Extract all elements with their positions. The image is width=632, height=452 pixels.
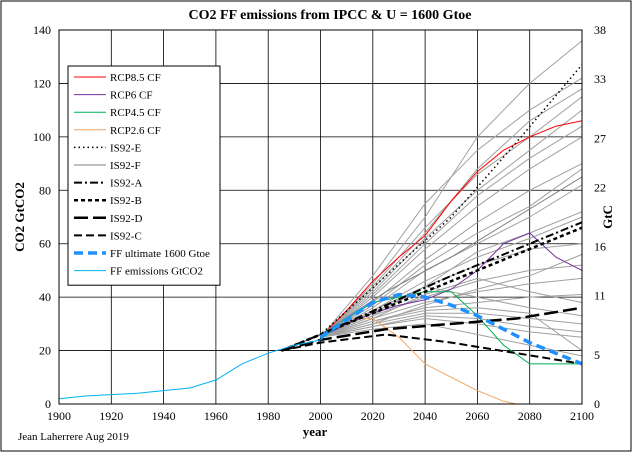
legend-label: FF ultimate 1600 Gtoe	[110, 248, 210, 260]
x-tick-label: 2060	[465, 409, 489, 423]
legend-label: IS92-B	[110, 195, 142, 207]
y2-tick-label: 0	[594, 397, 600, 411]
x-tick-label: 2000	[309, 409, 333, 423]
y-tick-label: 40	[39, 290, 51, 304]
series-line-ff-emissions-gtco2	[59, 304, 368, 400]
legend-label: RCP8.5 CF	[110, 72, 161, 84]
y2-tick-label: 22	[594, 180, 606, 194]
y2-tick-label: 38	[594, 23, 606, 37]
legend-label: IS92-F	[110, 160, 141, 172]
y2-axis-ticks: 0 5 11 16 22 27 33 38	[594, 23, 606, 411]
legend-label: RCP6 CF	[110, 90, 153, 102]
series-line-is92-e	[281, 64, 582, 352]
y2-tick-label: 33	[594, 72, 606, 86]
series-line-is92-d	[280, 306, 582, 352]
scenario-line	[320, 125, 582, 338]
series-line-rcp8-5-cf	[320, 120, 582, 338]
series-line-is92-b	[280, 226, 582, 352]
y-axis-label: CO2 GtCO2	[12, 182, 27, 252]
legend-label: IS92-C	[110, 230, 142, 242]
x-axis-ticks: 1900 1920 1940 1960 1980 2000 2020 2040 2060 2080…	[47, 409, 594, 423]
legend-label: IS92-A	[110, 178, 142, 190]
x-tick-label: 1980	[256, 409, 280, 423]
x-tick-label: 1900	[47, 409, 71, 423]
credit-text: Jean Laherrere Aug 2019	[18, 431, 129, 443]
y-tick-label: 0	[45, 397, 51, 411]
y2-tick-label: 16	[594, 240, 606, 254]
x-tick-label: 2100	[570, 409, 594, 423]
series-line-is92-c	[281, 333, 582, 365]
legend-label: FF emissions GtCO2	[110, 266, 203, 278]
y-tick-label: 60	[39, 237, 51, 251]
y2-axis-label: GtC	[600, 205, 615, 229]
scenario-line	[320, 77, 582, 338]
scenario-line	[320, 307, 582, 352]
x-tick-label: 1940	[152, 409, 176, 423]
scenario-line	[320, 253, 582, 338]
legend-label: RCP4.5 CF	[110, 107, 161, 119]
x-tick-label: 1960	[204, 409, 228, 423]
y2-tick-label: 5	[594, 348, 600, 362]
x-tick-label: 2040	[413, 409, 437, 423]
legend-box	[67, 65, 221, 286]
chart-title: CO2 FF emissions from IPCC & U = 1600 Gt…	[189, 8, 472, 23]
legend-label: IS92-E	[110, 142, 141, 154]
scenario-line	[320, 136, 582, 338]
y-axis-ticks: 0 20 40 60 80 100 120 140	[33, 23, 51, 411]
legend: RCP8.5 CF RCP6 CF RCP4.5 CF RCP2.6 CF IS92-E…	[67, 65, 221, 286]
scenario-line	[320, 211, 582, 338]
y-tick-label: 20	[39, 344, 51, 358]
scenario-line	[320, 277, 582, 338]
legend-label: RCP2.6 CF	[110, 125, 161, 137]
x-tick-label: 2080	[518, 409, 542, 423]
y-tick-label: 120	[33, 76, 51, 90]
x-tick-label: 2020	[361, 409, 385, 423]
y-tick-label: 140	[33, 23, 51, 37]
y2-tick-label: 11	[594, 289, 606, 303]
scenario-line	[320, 315, 582, 338]
y-tick-label: 100	[33, 130, 51, 144]
series-line-ff-ultimate-1600-gtoe	[319, 292, 582, 366]
scenario-line	[320, 168, 582, 338]
legend-label: IS92-D	[110, 213, 142, 225]
plot-area	[58, 29, 583, 405]
y2-tick-label: 27	[594, 131, 606, 145]
x-axis-label: year	[303, 424, 328, 439]
scenario-line	[320, 109, 582, 338]
series-lines	[59, 64, 582, 404]
x-tick-label: 1920	[99, 409, 123, 423]
y-tick-label: 80	[39, 183, 51, 197]
